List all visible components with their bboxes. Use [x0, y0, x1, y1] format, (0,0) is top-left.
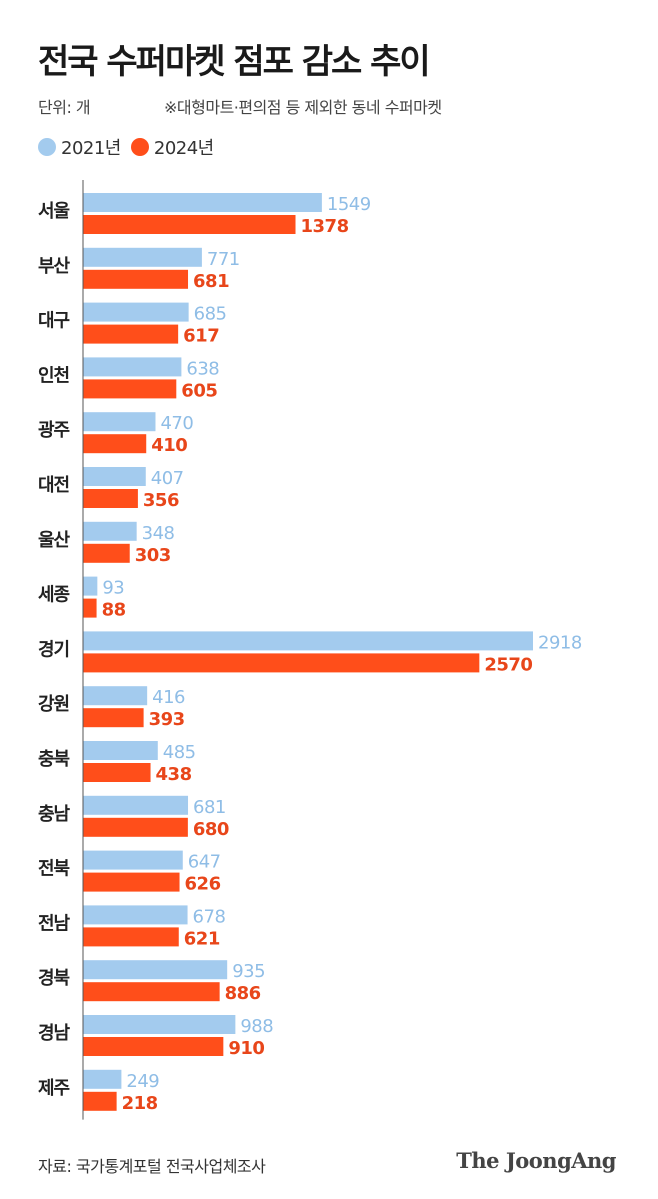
category-label: 광주 — [38, 420, 70, 441]
bar-2021 — [83, 193, 322, 212]
value-label-2021: 93 — [102, 578, 124, 599]
value-label-2021: 348 — [142, 523, 175, 544]
bar-2024 — [83, 598, 97, 618]
category-label: 대전 — [38, 475, 70, 496]
value-label-2021: 485 — [163, 742, 196, 763]
bar-2024 — [83, 1091, 117, 1111]
bar-2024 — [83, 543, 130, 563]
legend-item-2021: 2021년 — [38, 134, 121, 160]
category-label: 충북 — [38, 749, 70, 770]
bar-2021 — [83, 412, 156, 432]
value-label-2021: 470 — [160, 413, 193, 434]
bar-2024 — [83, 379, 177, 399]
value-label-2024: 410 — [151, 435, 187, 456]
category-label: 세종 — [38, 585, 70, 606]
bar-2024 — [83, 1037, 224, 1056]
value-label-2024: 621 — [184, 928, 220, 949]
category-label: 전북 — [38, 859, 70, 880]
category-label: 경남 — [38, 1023, 71, 1044]
category-label: 부산 — [38, 256, 71, 277]
category-label: 전남 — [38, 913, 71, 934]
value-label-2024: 393 — [149, 709, 185, 730]
value-label-2024: 218 — [122, 1093, 158, 1114]
category-label: 제주 — [38, 1078, 70, 1099]
value-label-2021: 249 — [126, 1071, 159, 1092]
legend-swatch-2021 — [38, 138, 56, 156]
value-label-2021: 638 — [186, 358, 219, 379]
value-label-2024: 680 — [193, 819, 229, 840]
category-label: 경기 — [38, 639, 69, 660]
value-label-2021: 771 — [207, 249, 240, 270]
bar-2024 — [83, 982, 220, 1002]
value-label-2024: 2570 — [484, 654, 532, 675]
bar-2021 — [83, 1069, 122, 1089]
bar-2021 — [83, 631, 533, 651]
bar-2024 — [83, 269, 189, 289]
bar-2021 — [83, 1015, 236, 1034]
value-label-2024: 303 — [135, 545, 171, 566]
bar-2021 — [83, 357, 182, 377]
value-label-2024: 617 — [183, 326, 219, 347]
legend-label-2021: 2021년 — [61, 138, 121, 159]
value-label-2024: 88 — [102, 600, 126, 621]
bar-2024 — [83, 489, 138, 508]
bar-2024 — [83, 215, 296, 234]
bar-2024 — [83, 927, 179, 947]
value-label-2024: 438 — [156, 764, 192, 785]
category-label: 경북 — [38, 968, 70, 989]
value-label-2021: 1549 — [327, 194, 371, 215]
value-label-2021: 988 — [240, 1016, 273, 1037]
value-label-2021: 681 — [193, 797, 226, 818]
bar-2024 — [83, 324, 179, 344]
category-label: 인천 — [38, 365, 70, 386]
bar-2021 — [83, 576, 98, 596]
unit-label: 단위: 개 — [38, 98, 91, 117]
chart-title: 전국 수퍼마켓 점포 감소 추이 — [38, 42, 431, 82]
bar-2024 — [83, 763, 151, 782]
value-label-2021: 407 — [151, 468, 184, 489]
bar-2021 — [83, 521, 137, 541]
chart-note: ※대형마트·편의점 등 제외한 동네 수퍼마켓 — [164, 98, 442, 117]
bar-2021 — [83, 247, 202, 267]
value-label-2021: 685 — [194, 304, 227, 325]
value-label-2021: 678 — [193, 906, 226, 927]
bar-2024 — [83, 872, 180, 892]
legend: 2021년 2024년 — [38, 134, 224, 160]
bar-2024 — [83, 708, 144, 728]
legend-item-2024: 2024년 — [130, 134, 214, 160]
bar-2021 — [83, 467, 146, 486]
category-label: 울산 — [38, 530, 71, 551]
brand-logo: The JoongAng — [456, 1148, 616, 1173]
value-label-2024: 356 — [143, 490, 179, 511]
bar-2021 — [83, 905, 188, 925]
bar-2021 — [83, 302, 189, 322]
value-label-2021: 2918 — [538, 632, 582, 653]
category-label: 대구 — [38, 311, 70, 332]
category-label: 충남 — [38, 804, 71, 825]
bar-2024 — [83, 434, 147, 454]
bar-2024 — [83, 817, 188, 837]
bar-2024 — [83, 653, 480, 673]
bar-2021 — [83, 960, 228, 980]
value-label-2021: 935 — [232, 961, 265, 982]
value-label-2024: 886 — [225, 983, 261, 1004]
category-label: 서울 — [38, 201, 70, 222]
bar-2021 — [83, 795, 189, 815]
value-label-2024: 681 — [193, 271, 229, 292]
source-note: 자료: 국가통계포털 전국사업체조사 — [38, 1157, 266, 1176]
category-label: 강원 — [38, 694, 69, 715]
bar-2021 — [83, 686, 148, 706]
value-label-2021: 416 — [152, 687, 185, 708]
legend-label-2024: 2024년 — [153, 138, 214, 159]
value-label-2024: 626 — [185, 874, 221, 895]
bar-2021 — [83, 741, 158, 760]
bar-2021 — [83, 850, 183, 870]
legend-swatch-2024 — [130, 138, 149, 156]
value-label-2024: 910 — [228, 1038, 264, 1059]
value-label-2024: 1378 — [301, 216, 349, 237]
value-label-2024: 605 — [181, 380, 217, 401]
value-label-2021: 647 — [188, 852, 221, 873]
